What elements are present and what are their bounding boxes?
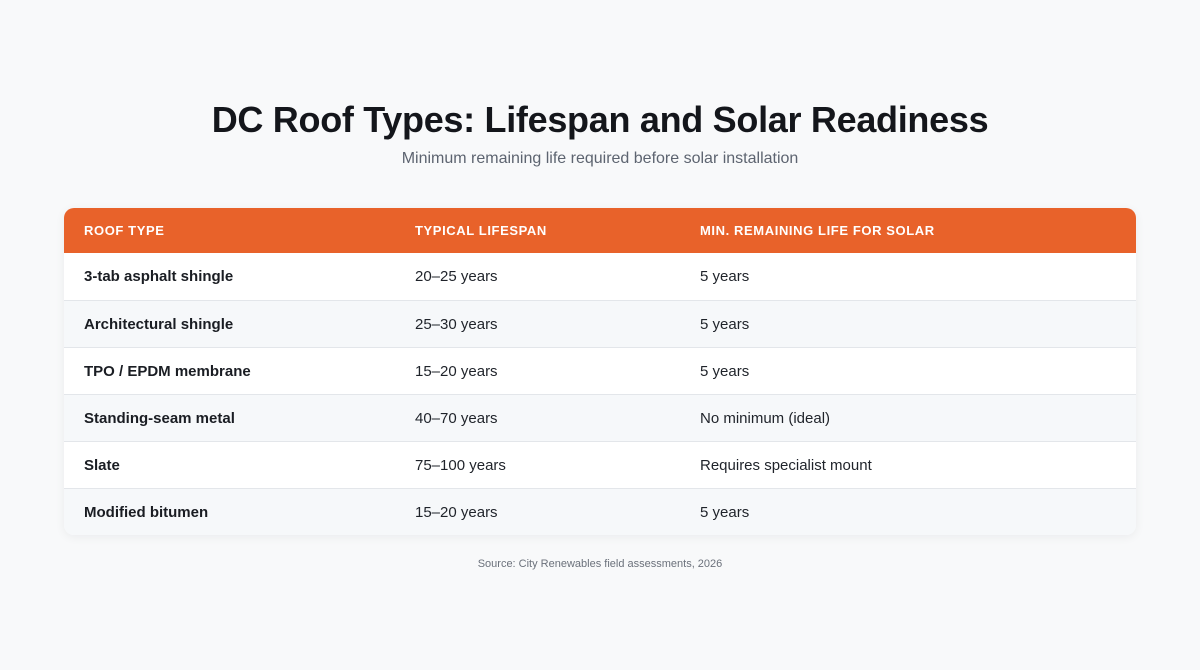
roof-type-cell: Architectural shingle [84, 315, 234, 333]
roof-types-table: ROOF TYPE TYPICAL LIFESPAN MIN. REMAININ… [64, 208, 1136, 535]
table-row: Architectural shingle 25–30 years 5 years [64, 300, 1136, 347]
table-row: Slate 75–100 years Requires specialist mou… [64, 441, 1136, 488]
roof-type-cell: Standing-seam metal [84, 409, 235, 427]
min-remaining-life-cell: 5 years [700, 315, 750, 333]
chart-subtitle: Minimum remaining life required before s… [401, 150, 799, 167]
roof-type-cell: Modified bitumen [84, 503, 209, 521]
table-header: ROOF TYPE TYPICAL LIFESPAN MIN. REMAININ… [64, 208, 1136, 253]
roof-type-cell: 3-tab asphalt shingle [84, 268, 234, 285]
typical-lifespan-cell: 25–30 years [415, 315, 498, 333]
chart-title: DC Roof Types: Lifespan and Solar Readin… [211, 99, 989, 140]
column-header-typical-lifespan: TYPICAL LIFESPAN [415, 223, 547, 238]
typical-lifespan-cell: 40–70 years [415, 409, 498, 427]
typical-lifespan-cell: 15–20 years [415, 362, 498, 380]
column-header-roof-type: ROOF TYPE [84, 223, 165, 238]
table-row: TPO / EPDM membrane 15–20 years 5 years [64, 347, 1136, 394]
min-remaining-life-cell: 5 years [700, 362, 750, 380]
typical-lifespan-cell: 15–20 years [415, 503, 498, 521]
table-row: Modified bitumen 15–20 years 5 years [64, 488, 1136, 535]
table-row: 3-tab asphalt shingle 20–25 years 5 years [64, 253, 1136, 300]
min-remaining-life-cell: 5 years [700, 268, 750, 285]
min-remaining-life-cell: 5 years [700, 503, 750, 521]
source-note: Source: City Renewables field assessment… [477, 558, 723, 570]
roof-type-cell: Slate [84, 456, 120, 474]
table-row: Standing-seam metal 40–70 years No minimum… [64, 394, 1136, 441]
roof-type-cell: TPO / EPDM membrane [84, 362, 251, 380]
table-body: 3-tab asphalt shingle 20–25 years 5 years A… [64, 253, 1136, 535]
min-remaining-life-cell: No minimum (ideal) [700, 409, 831, 427]
column-header-min-remaining-life: MIN. REMAINING LIFE FOR SOLAR [700, 223, 935, 238]
typical-lifespan-cell: 75–100 years [415, 456, 506, 474]
min-remaining-life-cell: Requires specialist mount [700, 456, 872, 474]
typical-lifespan-cell: 20–25 years [415, 268, 498, 285]
